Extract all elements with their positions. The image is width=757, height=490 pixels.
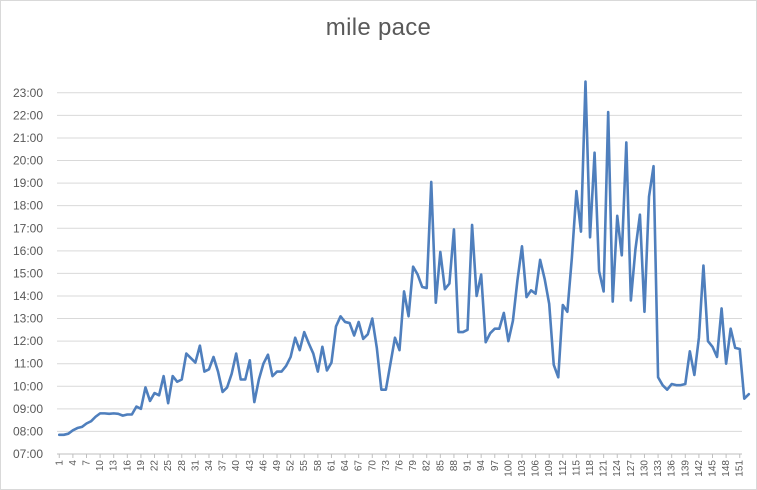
y-tick-label: 12:00 [13,334,43,348]
x-tick-label: 91 [463,460,474,472]
x-tick-label: 133 [653,460,664,477]
x-tick-label: 70 [367,460,378,472]
x-tick-label: 49 [272,460,283,472]
x-tick-label: 115 [571,460,582,476]
y-tick-label: 17:00 [13,221,43,235]
x-tick-label: 148 [721,460,732,477]
x-tick-label: 58 [313,460,324,472]
series-line [57,80,751,437]
x-tick-label: 10 [95,460,106,472]
y-tick-label: 23:00 [13,86,43,100]
x-tick-label: 73 [381,460,392,472]
y-tick-label: 20:00 [13,154,43,168]
x-tick-label: 55 [299,460,310,472]
x-tick-label: 46 [258,460,269,472]
x-tick-label: 67 [354,460,365,472]
x-tick-label: 94 [476,460,487,472]
y-tick-label: 14:00 [13,289,43,303]
y-tick-label: 16:00 [13,244,43,258]
x-tick-label: 22 [150,460,161,472]
x-tick-label: 4 [68,460,79,466]
x-tick-label: 82 [422,460,433,472]
x-tick-label: 106 [531,460,542,477]
x-tick-label: 64 [340,460,351,472]
x-tick-label: 109 [544,460,555,477]
x-tick-label: 7 [81,460,92,466]
x-tick-label: 100 [503,460,514,477]
x-tick-label: 28 [177,460,188,472]
x-axis-tick-labels: 1 4 7 10 13 16 19 22 25 28 31 34 37 40 43 46 49 52 55 58 61 6… [54,454,746,477]
x-tick-label: 121 [599,460,610,477]
x-tick-label: 145 [708,460,719,477]
y-tick-label: 10:00 [13,379,43,393]
x-tick-label: 13 [109,460,120,472]
x-tick-label: 76 [395,460,406,472]
x-tick-label: 31 [190,460,201,472]
x-tick-label: 79 [408,460,419,472]
x-tick-label: 25 [163,460,174,472]
y-tick-label: 21:00 [13,131,43,145]
x-tick-label: 127 [626,460,637,477]
y-tick-label: 19:00 [13,176,43,190]
gridlines [57,92,742,455]
x-tick-label: 124 [612,460,623,477]
x-tick-label: 34 [204,460,215,472]
x-tick-label: 112 [558,460,569,476]
chart-title: mile pace [325,14,432,41]
x-tick-label: 88 [449,460,460,472]
y-tick-label: 15:00 [13,266,43,280]
x-tick-label: 19 [136,460,147,472]
x-tick-label: 16 [122,460,133,472]
x-tick-label: 118 [585,460,596,476]
x-tick-label: 136 [667,460,678,477]
y-tick-label: 07:00 [13,447,43,461]
x-tick-label: 37 [218,460,229,472]
x-tick-label: 130 [639,460,650,477]
y-axis-tick-labels: 07:00 08:00 09:00 10:00 11:00 12:00 13:00 14:00… [13,86,43,461]
y-tick-label: 09:00 [13,402,43,416]
x-tick-label: 40 [231,460,242,472]
y-tick-label: 18:00 [13,199,43,213]
x-tick-label: 1 [54,460,65,466]
y-tick-label: 22:00 [13,108,43,122]
y-tick-label: 13:00 [13,312,43,326]
x-tick-label: 61 [326,460,337,472]
series-group [57,80,751,437]
x-tick-label: 139 [680,460,691,477]
x-tick-label: 97 [490,460,501,472]
y-tick-label: 11:00 [14,357,43,371]
x-tick-label: 52 [286,460,297,472]
x-tick-label: 151 [735,460,746,477]
y-tick-label: 08:00 [13,424,43,438]
x-tick-label: 103 [517,460,528,477]
x-tick-label: 43 [245,460,256,472]
x-tick-label: 85 [435,460,446,472]
x-tick-label: 142 [694,460,705,477]
